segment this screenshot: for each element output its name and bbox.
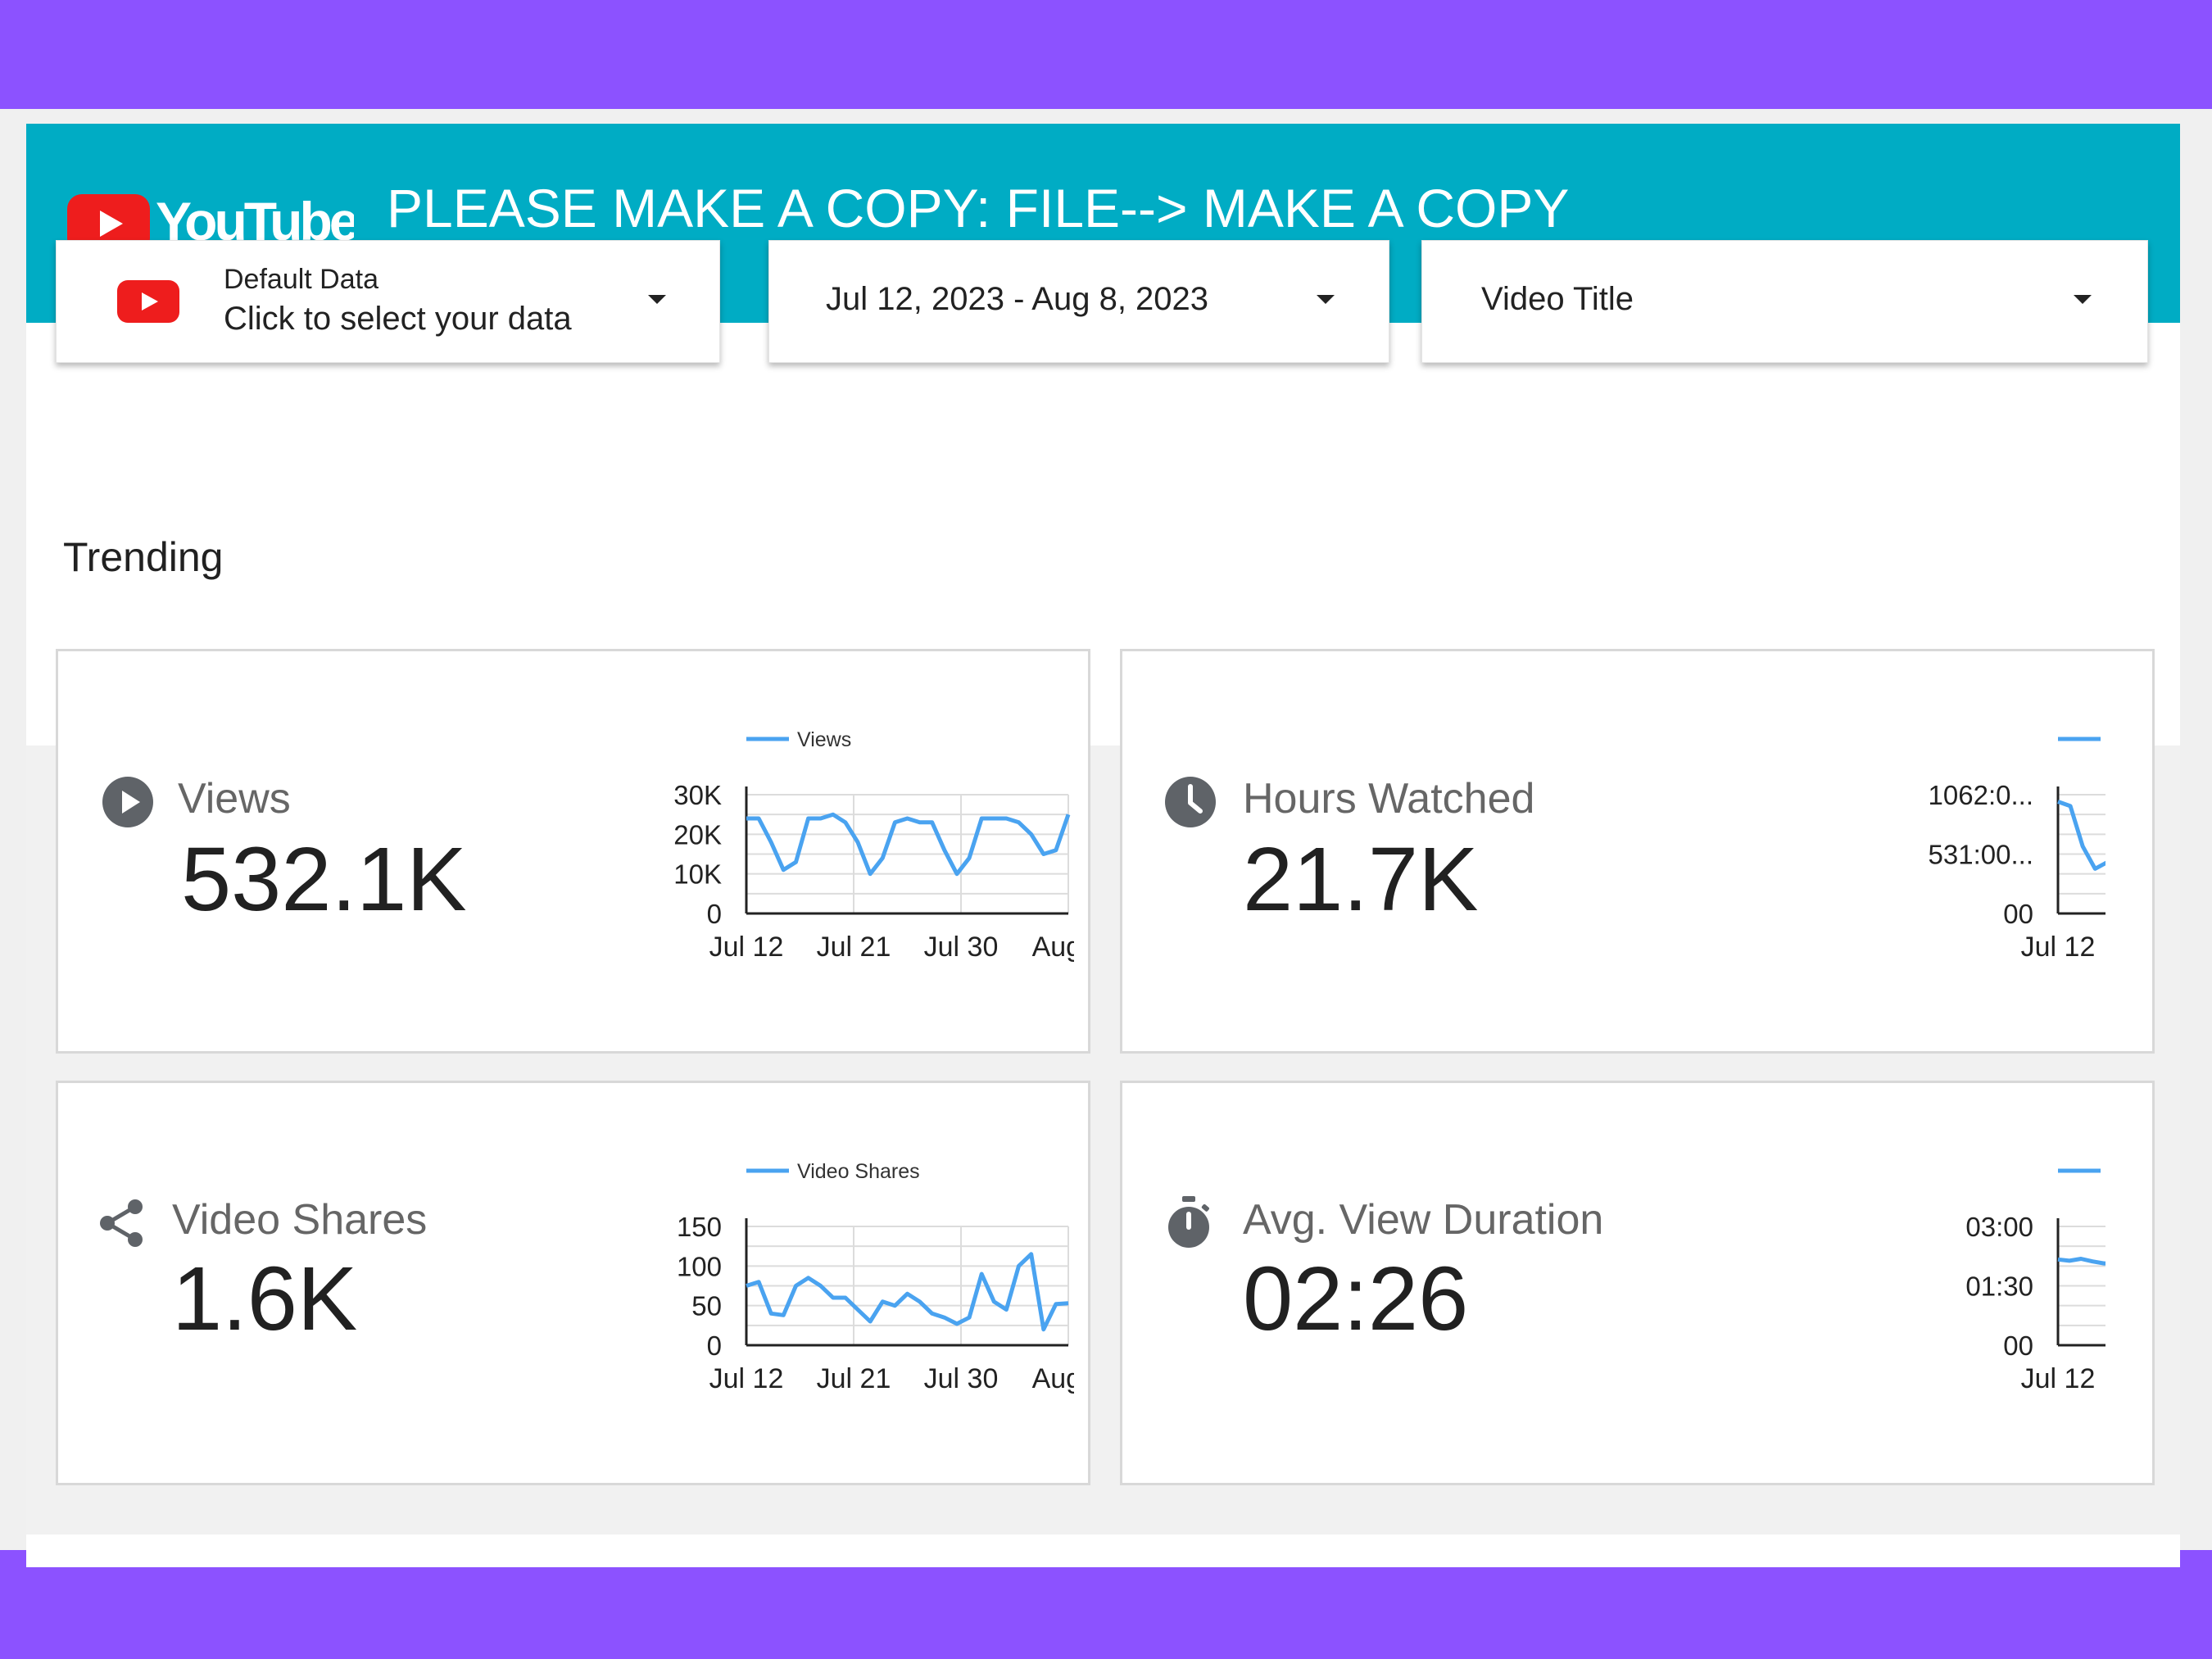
report-title: PLEASE MAKE A COPY: FILE--> MAKE A COPY — [387, 178, 1570, 238]
y-tick-label: 03:00 — [1965, 1212, 2033, 1242]
x-tick-label: Jul 30 — [924, 931, 999, 963]
views-sparkline: Views Jul 12 Jul 21 Jul 30 Aug 8 0 10K 20K 30K — [673, 728, 1074, 963]
x-tick-label: Jul 12 — [709, 1363, 784, 1394]
metric-value: 532.1K — [181, 829, 467, 930]
legend-label: Video Shares — [797, 1160, 920, 1183]
metric-label: Views — [178, 775, 291, 823]
data-source-selector[interactable]: Default Data Click to select your data — [56, 240, 720, 363]
section-title: Trending — [63, 534, 224, 580]
data-source-name: Default Data — [224, 264, 378, 295]
y-tick-label: 30K — [673, 780, 722, 810]
video-title-filter-value: Video Title — [1481, 281, 1634, 317]
x-tick-label: Jul 21 — [817, 931, 891, 963]
hours-watched-card: Hours Watched 21.7K Total Watch TimeJul … — [1120, 649, 2155, 1054]
x-tick-label: Jul 12 — [2021, 1363, 2096, 1394]
video-shares-card: Video Shares 1.6K Video Shares Jul 12 Jul … — [56, 1081, 1090, 1485]
x-tick-label: Jul 30 — [924, 1363, 999, 1394]
series-line — [2057, 1257, 2105, 1266]
y-tick-label: 10K — [673, 859, 722, 890]
data-source-hint: Click to select your data — [224, 301, 572, 337]
chevron-down-icon[interactable] — [2074, 295, 2092, 304]
metric-label: Video Shares — [172, 1196, 428, 1244]
video-title-filter[interactable]: Video Title — [1421, 240, 2148, 363]
metric-label: Avg. View Duration — [1243, 1196, 1604, 1244]
series-line — [2057, 800, 2105, 871]
bottom-strip — [26, 1534, 2180, 1567]
y-tick-label: 01:30 — [1965, 1271, 2033, 1302]
stopwatch-icon — [1168, 1196, 1209, 1248]
x-tick-label: Jul 12 — [2021, 931, 2096, 963]
series-line — [746, 1252, 1069, 1332]
y-tick-label: 0 — [707, 899, 722, 929]
share-icon — [100, 1199, 143, 1247]
x-tick-label: Jul 21 — [817, 1363, 891, 1394]
metric-label: Hours Watched — [1243, 775, 1535, 823]
chevron-down-icon[interactable] — [648, 295, 666, 304]
avg-view-duration-card: Avg. View Duration 02:26 Average View Du… — [1120, 1081, 2155, 1485]
y-tick-label: 100 — [677, 1251, 722, 1281]
y-tick-label: 531:00... — [1929, 840, 2033, 870]
metric-value: 1.6K — [172, 1249, 358, 1349]
chevron-down-icon[interactable] — [1317, 295, 1335, 304]
play-circle-icon — [102, 777, 153, 827]
y-tick-label: 0 — [707, 1330, 722, 1361]
y-tick-label: 00 — [2003, 1330, 2033, 1361]
date-range-value: Jul 12, 2023 - Aug 8, 2023 — [826, 281, 1209, 317]
metric-value: 02:26 — [1243, 1249, 1469, 1349]
y-tick-label: 00 — [2003, 899, 2033, 929]
x-tick-label: Aug 8 — [1032, 1363, 1074, 1394]
date-range-picker[interactable]: Jul 12, 2023 - Aug 8, 2023 — [768, 240, 1389, 363]
x-tick-label: Aug 8 — [1032, 931, 1074, 963]
x-tick-label: Jul 12 — [709, 931, 784, 963]
clock-icon — [1165, 777, 1216, 827]
metric-value: 21.7K — [1243, 829, 1479, 930]
video-shares-sparkline: Video Shares Jul 12 Jul 21 Jul 30 Aug 8 0 50 10… — [677, 1160, 1074, 1394]
youtube-icon — [117, 280, 179, 323]
y-tick-label: 150 — [677, 1212, 722, 1242]
views-card: Views 532.1K Views Jul 12 Jul 21 Jul 30 Aug … — [56, 649, 1090, 1054]
y-tick-label: 1062:0... — [1929, 780, 2033, 810]
y-tick-label: 50 — [691, 1291, 722, 1321]
series-line — [746, 812, 1071, 877]
y-tick-label: 20K — [673, 819, 722, 850]
legend-label: Views — [797, 728, 851, 751]
